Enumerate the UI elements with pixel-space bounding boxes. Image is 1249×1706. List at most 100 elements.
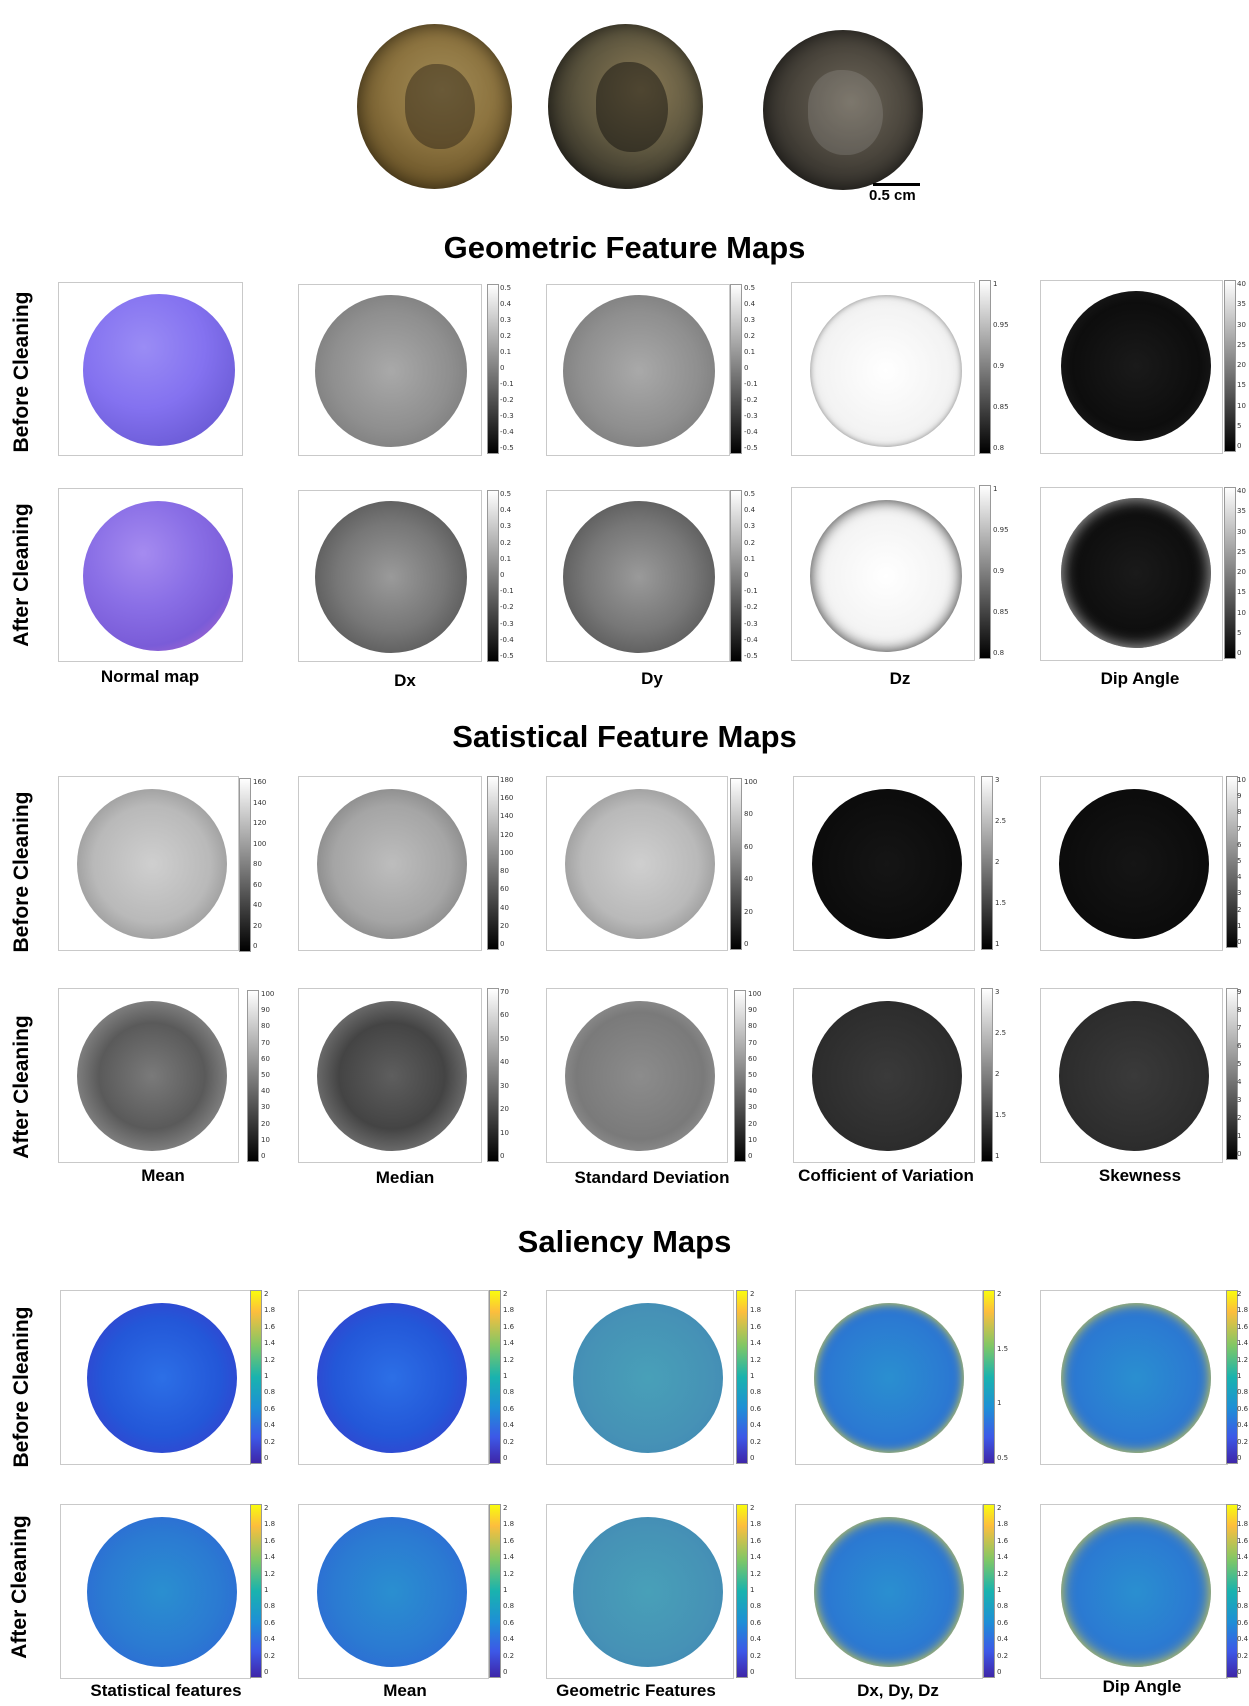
colorbar-tick-label: 2 (995, 858, 1000, 866)
colorbar-tick-label: 0.4 (744, 300, 756, 308)
panel-sal-geo-before (546, 1290, 734, 1465)
colorbar-tick-label: 20 (1237, 568, 1246, 576)
colorbar-tick-label: 80 (261, 1022, 270, 1031)
colorbar-tick-label: 1.2 (503, 1569, 515, 1578)
colorbar-tick-label: 20 (748, 1119, 757, 1128)
colorbar-tick-label: 100 (748, 990, 762, 998)
row-label-sal-before: Before Cleaning (10, 1306, 33, 1468)
colorbar-tick-label: 10 (500, 1128, 509, 1137)
colorbar-tick-label: 1.8 (750, 1520, 762, 1529)
colorbar-tick-label: 160 (500, 794, 514, 803)
colorbar-tick-label: 100 (253, 839, 267, 848)
panel-sal-mean-before (298, 1290, 489, 1465)
colorbar-tick-label: 80 (253, 860, 262, 868)
colorbar-tick-label: 2 (1237, 1504, 1242, 1512)
scale-bar-label: 0.5 cm (869, 187, 916, 204)
colorbar-mean-before (239, 778, 251, 952)
colorbar-tick-label: 1.6 (503, 1536, 515, 1545)
colorbar-tick-label: 0.4 (503, 1421, 515, 1430)
colorbar-tick-label: 4 (1237, 1078, 1242, 1086)
colorbar-tick-label: 100 (744, 778, 758, 786)
colorbar-tick-label: 8 (1237, 808, 1242, 817)
colorbar-tick-label: 6 (1237, 840, 1242, 849)
colorbar-tick-label: 30 (1237, 320, 1246, 329)
colorbar-dy-after (730, 490, 742, 662)
coin-normal-map-before (83, 294, 235, 446)
colorbar-dx-after (487, 490, 499, 662)
colorbar-tick-label: 0 (744, 571, 749, 579)
colorbar-tick-label: 0.4 (750, 1635, 762, 1644)
colorbar-tick-label: 0.8 (993, 649, 1005, 657)
colorbar-tick-label: 0.5 (744, 284, 756, 292)
colorbar-tick-label: 0 (264, 1668, 269, 1676)
colorbar-tick-label: 30 (748, 1103, 757, 1112)
colorbar-tick-label: 0.8 (750, 1602, 762, 1611)
colorbar-tick-label: 2 (750, 1504, 755, 1512)
colorbar-tick-label: 120 (500, 830, 514, 839)
colorbar-tick-label: 70 (261, 1038, 270, 1047)
colorbar-std-before (730, 778, 742, 950)
colorbar-dy-before (730, 284, 742, 454)
colorbar-tick-label: 1.6 (264, 1536, 276, 1545)
coin-skew-after (1059, 1001, 1209, 1151)
panel-dip-before (1040, 280, 1223, 454)
colorbar-tick-label: 0 (253, 942, 258, 950)
colorbar-dz-after (979, 485, 991, 659)
colorbar-tick-label: 10 (1237, 401, 1246, 410)
colorbar-tick-label: 1.8 (264, 1520, 276, 1529)
colorbar-tick-label: 40 (1237, 487, 1246, 495)
colorbar-tick-label: 1.8 (264, 1306, 276, 1315)
coin-skew-before (1059, 789, 1209, 939)
colorbar-tick-label: 70 (748, 1038, 757, 1047)
coin-median-after (317, 1001, 467, 1151)
colorbar-tick-label: 1.5 (997, 1344, 1009, 1353)
colorbar-tick-label: -0.2 (500, 396, 514, 404)
colorbar-tick-label: 140 (500, 812, 514, 821)
colorbar-tick-label: 1.2 (1237, 1569, 1249, 1578)
panel-dip-after (1040, 487, 1223, 661)
colorbar-tick-label: 2 (997, 1504, 1002, 1512)
colorbar-tick-label: 0.3 (744, 522, 756, 531)
colorbar-tick-label: 70 (500, 988, 509, 996)
colorbar-tick-label: 0.9 (993, 567, 1005, 575)
panel-skew-before (1040, 776, 1223, 951)
colorbar-tick-label: 1.4 (750, 1553, 762, 1562)
col-label-cofficient-of-variation: Cofficient of Variation (798, 1166, 974, 1185)
colorbar-tick-label: -0.4 (744, 428, 758, 436)
colorbar-tick-label: 15 (1237, 381, 1246, 390)
colorbar-tick-label: 25 (1237, 547, 1246, 556)
colorbar-tick-label: 100 (500, 848, 514, 857)
colorbar-tick-label: 5 (1237, 421, 1242, 430)
colorbar-tick-label: 0.5 (997, 1454, 1009, 1462)
colorbar-tick-label: 1.8 (997, 1520, 1009, 1529)
colorbar-tick-label: 1 (993, 485, 998, 493)
row-label-sal-after: After Cleaning (8, 1515, 31, 1659)
colorbar-tick-label: 1.2 (264, 1355, 276, 1364)
colorbar-tick-label: 1 (997, 1399, 1002, 1408)
colorbar-tick-label: 0.3 (500, 316, 512, 324)
panel-normal-after (58, 488, 243, 662)
panel-median-after (298, 988, 482, 1163)
colorbar-tick-label: 1.2 (997, 1569, 1009, 1578)
colorbar-tick-label: -0.5 (500, 444, 514, 452)
coin-dip-before (1061, 291, 1211, 441)
colorbar-tick-label: 0.6 (264, 1404, 276, 1413)
colorbar-tick-label: 0 (503, 1454, 508, 1462)
colorbar-tick-label: 1 (995, 1152, 1000, 1160)
colorbar-tick-label: 50 (500, 1034, 509, 1043)
colorbar-tick-label: 1.5 (995, 899, 1007, 907)
colorbar-tick-label: 0 (750, 1454, 755, 1462)
panel-mean-before (58, 776, 239, 951)
panel-sal-geo-after (546, 1504, 734, 1679)
colorbar-tick-label: 0 (1237, 1150, 1242, 1158)
colorbar-tick-label: 1 (750, 1586, 755, 1594)
colorbar-tick-label: 0.4 (750, 1421, 762, 1430)
coin-sal-stat-before (87, 1303, 237, 1453)
colorbar-tick-label: 40 (261, 1087, 270, 1096)
colorbar-tick-label: 120 (253, 819, 267, 827)
colorbar-tick-label: 0 (261, 1152, 266, 1160)
col-label-skewness: Skewness (1098, 1166, 1182, 1185)
coin-normal-map-after (83, 501, 233, 651)
colorbar-tick-label: 1 (1237, 1586, 1242, 1594)
colorbar-tick-label: 35 (1237, 507, 1246, 516)
